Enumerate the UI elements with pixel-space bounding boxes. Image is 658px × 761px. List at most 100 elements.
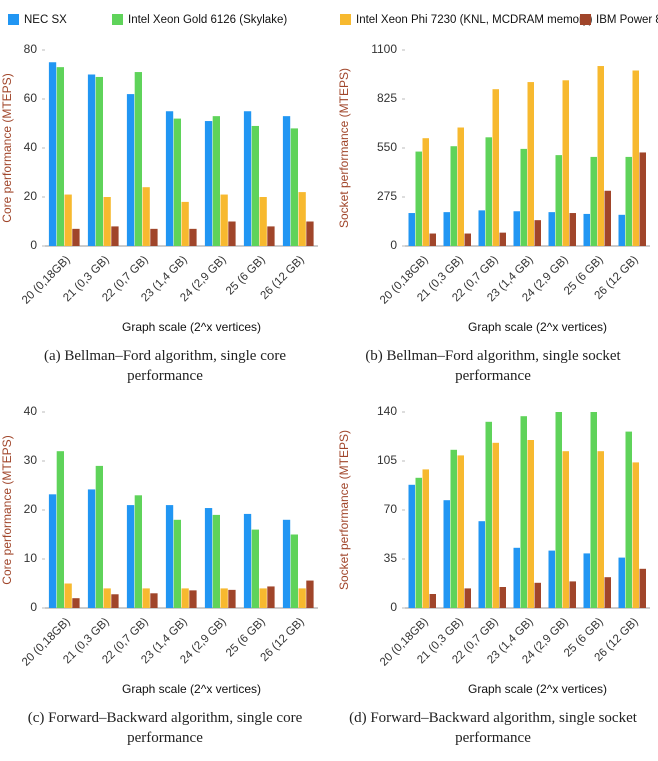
legend-swatch xyxy=(340,14,351,25)
bar xyxy=(604,190,611,246)
y-axis-label: Socket performance (MTEPS) xyxy=(337,430,351,590)
bar xyxy=(134,495,142,608)
bar xyxy=(259,197,267,246)
bar xyxy=(562,80,569,246)
bar xyxy=(408,213,415,246)
bar xyxy=(443,212,450,246)
legend-label: Intel Xeon Gold 6126 (Skylake) xyxy=(128,14,287,26)
legend-swatch xyxy=(8,14,19,25)
bar xyxy=(478,521,485,608)
bar xyxy=(64,194,72,246)
bar xyxy=(639,152,646,246)
bar xyxy=(306,580,314,608)
bar xyxy=(95,465,103,608)
bar xyxy=(126,505,135,608)
bar xyxy=(181,588,189,608)
bar xyxy=(548,550,555,608)
bar xyxy=(625,431,632,608)
bar xyxy=(632,462,639,608)
bar xyxy=(562,451,569,608)
bar xyxy=(618,214,625,246)
caption: (a) Bellman–Ford algorithm, single core … xyxy=(43,348,287,384)
bar xyxy=(103,197,111,246)
bar xyxy=(590,412,597,608)
bar xyxy=(464,588,471,608)
bar xyxy=(499,587,506,608)
bar xyxy=(583,213,590,246)
bar xyxy=(527,82,534,246)
bar xyxy=(212,514,220,608)
bar xyxy=(259,588,267,608)
x-axis-label: Graph scale (2^x vertices) xyxy=(468,682,607,696)
y-tick-label: 1100 xyxy=(371,42,397,56)
bar xyxy=(597,66,604,246)
bar xyxy=(72,598,80,608)
bar xyxy=(492,89,499,246)
x-axis-label: Graph scale (2^x vertices) xyxy=(122,682,261,696)
bar xyxy=(548,212,555,246)
y-tick-label: 140 xyxy=(377,404,397,418)
bar xyxy=(282,116,291,247)
bar xyxy=(298,192,306,246)
bar xyxy=(450,449,457,608)
bar xyxy=(450,146,457,246)
bar xyxy=(590,156,597,246)
y-tick-label: 40 xyxy=(24,404,38,418)
bar xyxy=(485,421,492,608)
bar xyxy=(111,226,119,246)
caption: (d) Forward–Backward algorithm, single s… xyxy=(349,710,637,746)
bar xyxy=(520,416,527,608)
bar xyxy=(243,513,252,608)
bar xyxy=(290,128,298,246)
bar xyxy=(48,494,57,608)
bar xyxy=(243,111,252,246)
bar xyxy=(639,568,646,608)
bar xyxy=(422,469,429,608)
bar xyxy=(415,477,422,608)
bar xyxy=(228,221,236,246)
bar xyxy=(457,127,464,246)
bar xyxy=(555,155,562,246)
bar xyxy=(583,553,590,608)
bar xyxy=(298,588,306,608)
bar xyxy=(429,233,436,246)
y-tick-label: 0 xyxy=(30,238,37,252)
y-tick-label: 35 xyxy=(384,551,398,565)
bar xyxy=(520,148,527,246)
bar xyxy=(306,221,314,246)
bar xyxy=(189,590,197,608)
y-tick-label: 20 xyxy=(24,189,38,203)
bar xyxy=(204,508,213,608)
bar xyxy=(228,589,236,608)
y-tick-label: 0 xyxy=(390,238,397,252)
bar xyxy=(87,74,96,246)
bar xyxy=(499,232,506,246)
x-axis-label: Graph scale (2^x vertices) xyxy=(122,320,261,334)
bar xyxy=(604,577,611,608)
bar xyxy=(142,187,150,246)
bar xyxy=(555,412,562,608)
bar xyxy=(48,62,57,246)
bar xyxy=(282,519,291,608)
bar xyxy=(534,220,541,246)
bar xyxy=(513,211,520,246)
bar xyxy=(212,116,220,247)
y-tick-label: 550 xyxy=(377,140,397,154)
bar xyxy=(220,194,228,246)
legend-label: Intel Xeon Phi 7230 (KNL, MCDRAM memory) xyxy=(356,14,593,26)
y-tick-label: 825 xyxy=(377,91,397,105)
legend-swatch xyxy=(112,14,123,25)
bar xyxy=(443,500,450,608)
bar xyxy=(527,440,534,608)
bar xyxy=(111,594,119,608)
x-axis-label: Graph scale (2^x vertices) xyxy=(468,320,607,334)
bar xyxy=(56,67,64,247)
bar xyxy=(513,547,520,608)
bar xyxy=(204,121,213,246)
legend-label: IBM Power 8 xyxy=(596,14,658,26)
bar xyxy=(103,588,111,608)
bar xyxy=(422,138,429,246)
